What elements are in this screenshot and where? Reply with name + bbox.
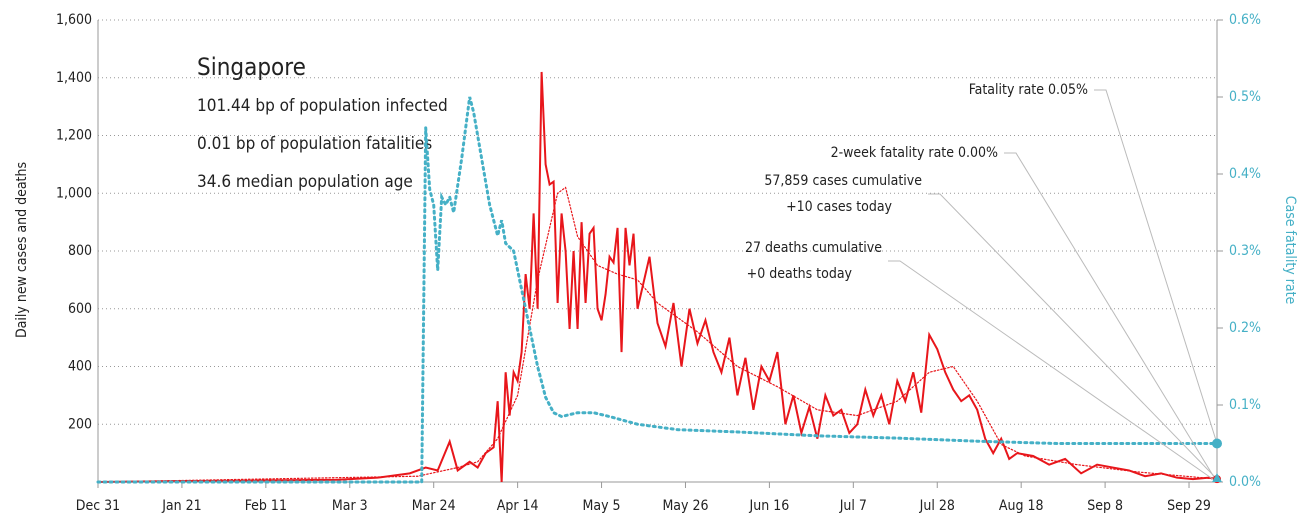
- info-line: 34.6 median population age: [197, 172, 413, 192]
- annotation: 27 deaths cumulative: [745, 240, 882, 256]
- y-tick-label: 1,200: [56, 128, 92, 144]
- annotation: 57,859 cases cumulative: [764, 173, 922, 189]
- x-tick-label: Jul 7: [839, 498, 867, 514]
- x-tick-label: Aug 18: [999, 498, 1044, 514]
- y-tick-label: 200: [68, 416, 92, 432]
- x-tick-label: Jun 16: [749, 498, 790, 514]
- x-tick-label: May 26: [662, 498, 708, 514]
- x-tick-label: Sep 29: [1167, 498, 1211, 514]
- x-tick-label: May 5: [583, 498, 621, 514]
- x-tick-label: Jul 28: [919, 498, 955, 514]
- y-tick-label: 1,400: [56, 70, 92, 86]
- series-line: [97, 186, 1218, 483]
- y-axis-label: Daily new cases and deaths: [14, 162, 30, 338]
- y2-tick-label: 0.1%: [1229, 397, 1261, 413]
- annotation: +10 cases today: [786, 199, 892, 215]
- x-tick-label: Dec 31: [76, 498, 120, 514]
- y2-axis-label: Case fatality rate: [1282, 196, 1298, 305]
- x-tick-label: Feb 11: [245, 498, 287, 514]
- leader-line: [888, 260, 1218, 483]
- end-marker: [1212, 438, 1222, 449]
- x-tick-label: Mar 3: [332, 498, 368, 514]
- info-line: 0.01 bp of population fatalities: [197, 134, 432, 154]
- leader-line: [928, 193, 1218, 480]
- info-title: Singapore: [197, 53, 306, 81]
- series-line: [97, 71, 1218, 483]
- annotation: 2-week fatality rate 0.00%: [831, 145, 998, 161]
- y-tick-label: 400: [68, 359, 92, 375]
- y2-tick-label: 0.4%: [1229, 166, 1261, 182]
- y2-tick-label: 0.2%: [1229, 320, 1261, 336]
- info-line: 101.44 bp of population infected: [197, 96, 448, 116]
- y-tick-label: 800: [68, 243, 92, 259]
- y2-tick-label: 0.3%: [1229, 243, 1261, 259]
- y-tick-label: 600: [68, 301, 92, 317]
- leader-line: [1094, 89, 1218, 444]
- y2-tick-label: 0.6%: [1229, 12, 1261, 28]
- x-tick-label: Sep 8: [1087, 498, 1123, 514]
- end-marker: [1212, 473, 1222, 482]
- annotation: Fatality rate 0.05%: [969, 82, 1088, 98]
- y2-tick-label: 0.5%: [1229, 89, 1261, 105]
- x-tick-label: Mar 24: [412, 498, 456, 514]
- y-tick-label: 1,000: [56, 185, 92, 201]
- series-line: [96, 96, 1219, 484]
- x-tick-label: Apr 14: [497, 498, 539, 514]
- leader-line: [1004, 152, 1218, 483]
- y-tick-label: 1,600: [56, 12, 92, 28]
- annotation: +0 deaths today: [747, 266, 853, 282]
- x-tick-label: Jan 21: [161, 498, 201, 514]
- y2-tick-label: 0.0%: [1229, 474, 1261, 490]
